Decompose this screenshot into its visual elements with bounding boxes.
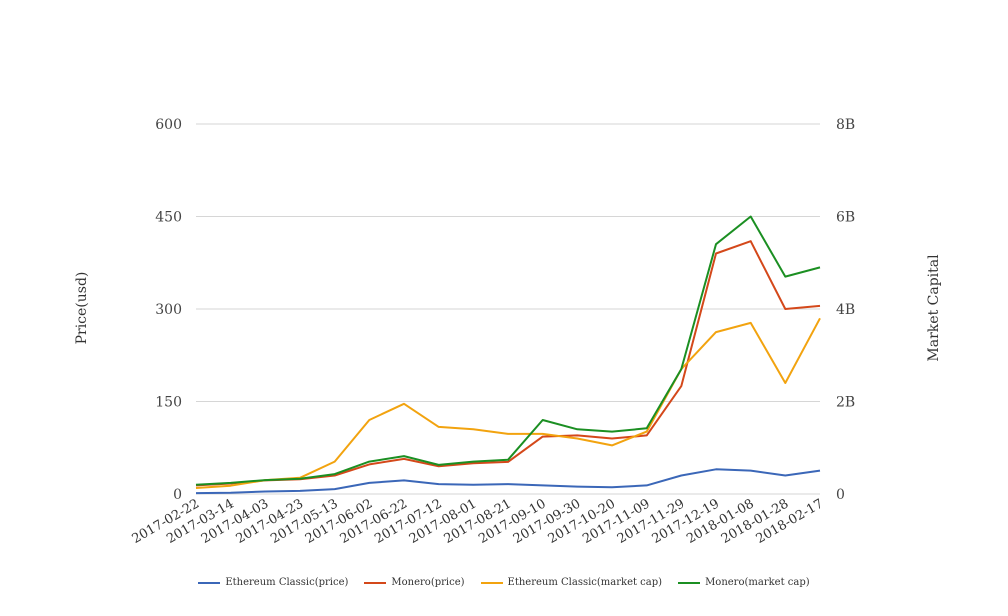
legend-swatch bbox=[480, 581, 503, 584]
y-tick-label: 150 bbox=[155, 395, 182, 411]
legend-label: Monero(market cap) bbox=[705, 577, 810, 588]
legend-label: Ethereum Classic(market cap) bbox=[507, 577, 663, 588]
y-tick-label: 0 bbox=[173, 487, 182, 503]
y-tick-label: 600 bbox=[155, 117, 182, 133]
legend-swatch bbox=[678, 581, 701, 584]
y-tick-label: 300 bbox=[155, 302, 182, 318]
legend-label: Monero(price) bbox=[391, 577, 465, 588]
series-line-3 bbox=[195, 215, 821, 486]
y-axis-ticks: 0 150 300 450 600 bbox=[155, 117, 182, 503]
series-line-1 bbox=[195, 240, 821, 487]
y2-axis-ticks: 0 2B 4B 6B 8B bbox=[836, 117, 855, 503]
y-tick-label: 450 bbox=[155, 210, 182, 226]
y2-tick-label: 0 bbox=[836, 487, 845, 503]
y2-tick-label: 8B bbox=[836, 117, 855, 133]
legend-swatch bbox=[198, 581, 221, 584]
y2-axis-title: Market Capital bbox=[926, 254, 942, 362]
legend-item[interactable]: Monero(market cap) bbox=[678, 577, 810, 588]
series-lines bbox=[195, 215, 821, 495]
legend-item[interactable]: Ethereum Classic(price) bbox=[198, 577, 348, 588]
legend-label: Ethereum Classic(price) bbox=[225, 577, 349, 588]
y2-tick-label: 6B bbox=[836, 210, 855, 226]
grid-lines bbox=[196, 123, 820, 495]
x-axis-ticks: 2017-02-222017-03-142017-04-032017-04-23… bbox=[130, 496, 826, 546]
legend-item[interactable]: Monero(price) bbox=[364, 577, 465, 588]
y-axis-title: Price(usd) bbox=[74, 272, 90, 345]
y2-tick-label: 2B bbox=[836, 395, 855, 411]
legend-item[interactable]: Ethereum Classic(market cap) bbox=[480, 577, 663, 588]
legend-swatch bbox=[364, 581, 387, 584]
y2-tick-label: 4B bbox=[836, 302, 855, 318]
legend: Ethereum Classic(price) Monero(price) Ethe… bbox=[0, 577, 1008, 588]
series-line-0 bbox=[195, 468, 821, 495]
